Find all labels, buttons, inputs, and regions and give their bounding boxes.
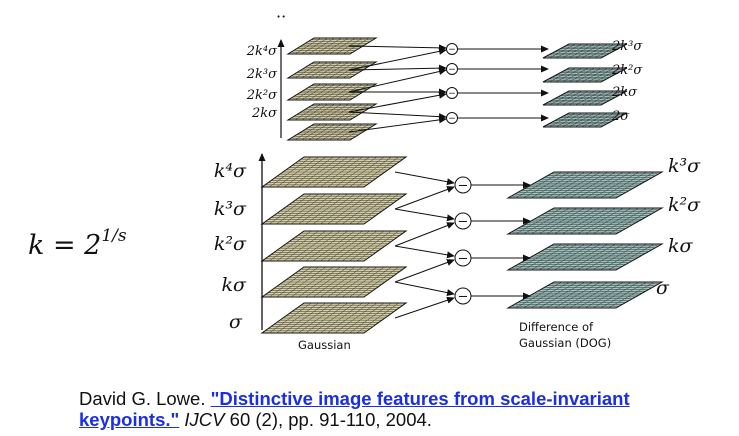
citation-details: 60 (2), pp. 91-110, 2004. xyxy=(229,409,432,430)
connection-arrow xyxy=(348,68,447,93)
connection-arrow xyxy=(348,111,447,121)
top-right-label: 2kσ xyxy=(611,85,638,100)
connection-arrow xyxy=(348,64,447,72)
connection-arrow xyxy=(394,222,455,247)
top-left-labels: 2k⁴σ 2k³σ 2k²σ 2kσ xyxy=(246,44,278,121)
top-left-label: 2kσ xyxy=(251,106,278,121)
top-left-label: 2k²σ xyxy=(246,88,278,103)
dog-plane xyxy=(506,281,664,309)
bottom-left-label: k⁴σ xyxy=(214,160,247,182)
gaussian-plane xyxy=(260,266,408,298)
dog-caption-line1: Difference of xyxy=(519,320,594,334)
connection-arrow xyxy=(394,171,455,186)
svg-text:−: − xyxy=(458,290,469,305)
svg-text:−: − xyxy=(458,179,469,194)
dog-plane xyxy=(506,207,664,235)
connection-arrow xyxy=(394,208,455,222)
dog-plane xyxy=(506,243,664,271)
subtract-operator: − xyxy=(446,63,458,75)
dog-plane xyxy=(542,112,628,128)
top-left-label: 2k⁴σ xyxy=(246,44,278,59)
citation-title-line2: keypoints." xyxy=(79,409,180,430)
connection-arrow xyxy=(348,91,447,113)
bottom-gaussian-stack xyxy=(260,156,408,334)
scale-factor-formula: k = 21/s xyxy=(28,226,127,261)
subtract-operator: − xyxy=(454,287,472,305)
gaussian-plane xyxy=(286,83,378,101)
subtract-operator: − xyxy=(454,176,472,194)
connection-arrow xyxy=(394,296,455,319)
citation-journal: IJCV xyxy=(184,409,225,430)
gaussian-plane xyxy=(286,61,378,79)
gaussian-plane xyxy=(260,156,408,188)
dog-plane xyxy=(506,171,664,199)
connection-arrow xyxy=(394,259,455,283)
svg-text:−: − xyxy=(448,114,456,124)
connection-arrow xyxy=(348,47,447,71)
top-right-label: 2σ xyxy=(611,109,630,124)
top-gaussian-stack xyxy=(286,37,378,141)
subtract-operator: − xyxy=(454,249,472,267)
bottom-right-label: kσ xyxy=(668,235,694,257)
formula-exponent: 1/s xyxy=(101,226,127,246)
bottom-connections: − − − − xyxy=(394,171,531,319)
top-connections: − − − − xyxy=(348,43,549,133)
connection-arrow xyxy=(394,186,455,210)
citation: David G. Lowe. "Distinctive image featur… xyxy=(79,388,719,430)
bottom-right-label: k²σ xyxy=(668,194,701,216)
gaussian-plane xyxy=(286,37,378,55)
bottom-right-label: k³σ xyxy=(668,155,701,177)
connection-arrow xyxy=(394,281,455,297)
citation-title-line1: "Distinctive image features from scale-i… xyxy=(210,388,630,409)
subtract-operator: − xyxy=(446,87,458,99)
formula-base: k = 2 xyxy=(28,230,102,261)
top-right-label: 2k³σ xyxy=(611,39,643,54)
gaussian-plane xyxy=(260,302,408,334)
bottom-right-labels: k³σ k²σ kσ σ xyxy=(656,155,701,299)
top-right-label: 2k²σ xyxy=(611,63,643,78)
svg-text:−: − xyxy=(448,65,456,75)
citation-title-link[interactable]: "Distinctive image features from scale-i… xyxy=(79,388,630,430)
gaussian-plane xyxy=(260,193,408,225)
dog-caption-line2: Gaussian (DOG) xyxy=(519,336,611,350)
dog-plane xyxy=(542,43,628,59)
svg-text:−: − xyxy=(448,45,456,55)
bottom-right-label: σ xyxy=(656,277,670,299)
bottom-left-label: k³σ xyxy=(214,198,247,220)
top-right-labels: 2k³σ 2k²σ 2kσ 2σ xyxy=(611,39,643,124)
svg-text:−: − xyxy=(448,89,456,99)
citation-author: David G. Lowe. xyxy=(79,388,206,409)
top-left-label: 2k³σ xyxy=(246,67,278,82)
bottom-left-label: σ xyxy=(229,311,243,333)
bottom-dog-stack xyxy=(506,171,664,309)
dog-plane xyxy=(542,90,628,106)
bottom-left-label: kσ xyxy=(222,274,248,296)
gaussian-plane xyxy=(286,123,378,141)
connection-arrow xyxy=(348,44,447,52)
dog-plane xyxy=(542,67,628,83)
connection-arrow xyxy=(394,245,455,259)
gaussian-plane xyxy=(286,103,378,121)
svg-text:−: − xyxy=(458,215,469,230)
top-dog-stack xyxy=(542,43,628,128)
gaussian-caption: Gaussian xyxy=(298,338,351,352)
gaussian-plane xyxy=(260,230,408,262)
subtract-operator: − xyxy=(446,112,458,124)
bottom-left-label: k²σ xyxy=(214,233,247,255)
subtract-operator: − xyxy=(446,43,458,55)
bottom-left-labels: k⁴σ k³σ k²σ kσ σ xyxy=(214,160,247,333)
subtract-operator: − xyxy=(454,212,472,230)
connection-arrow xyxy=(348,116,447,133)
top-ellipsis: ·· xyxy=(276,7,286,26)
svg-text:−: − xyxy=(458,252,469,267)
